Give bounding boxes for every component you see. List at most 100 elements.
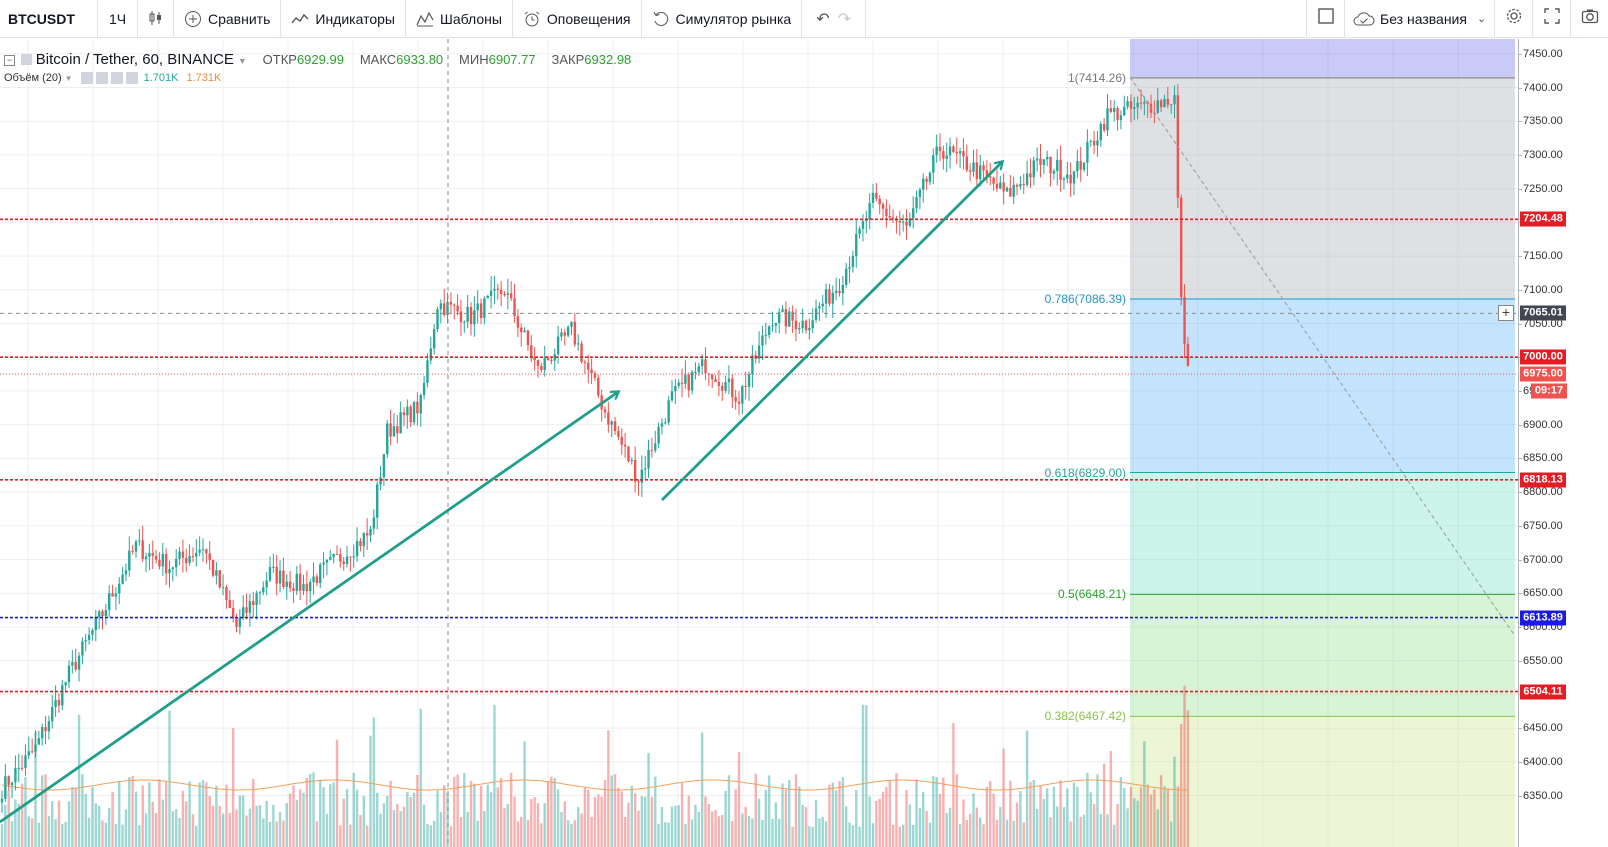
candle-body bbox=[77, 655, 81, 670]
volume-bar bbox=[483, 811, 486, 847]
candle-body bbox=[1173, 95, 1176, 105]
save-layout-button[interactable]: Без названия ⌄ bbox=[1344, 0, 1494, 38]
candle-body bbox=[215, 570, 218, 576]
volume-bar bbox=[868, 796, 871, 847]
collapse-legend-icon[interactable]: − bbox=[4, 55, 15, 66]
settings-button[interactable] bbox=[1494, 0, 1532, 38]
candle-body bbox=[288, 581, 292, 589]
chart-type-button[interactable] bbox=[138, 0, 174, 38]
volume-bar bbox=[362, 795, 365, 847]
volume-bar bbox=[627, 802, 630, 847]
volume-bar bbox=[17, 803, 20, 847]
undo-icon[interactable]: ↶ bbox=[816, 10, 830, 28]
candle-body bbox=[1056, 159, 1059, 171]
add-alert-plus-icon[interactable]: + bbox=[1498, 305, 1514, 322]
price-tick-label: 7400.00 bbox=[1519, 81, 1563, 94]
fib-zone bbox=[1130, 595, 1515, 716]
legend-chevron-icon[interactable]: ▼ bbox=[237, 56, 247, 66]
candle-body bbox=[526, 330, 530, 346]
volume-bar bbox=[201, 780, 205, 847]
volume-bar bbox=[131, 776, 134, 847]
volume-bar bbox=[376, 792, 379, 847]
volume-bar bbox=[422, 804, 426, 847]
hide-eye-icon[interactable] bbox=[80, 72, 93, 84]
volume-bar bbox=[148, 782, 151, 847]
volume-bar bbox=[644, 796, 647, 847]
interval-button[interactable]: 1Ч bbox=[98, 0, 138, 38]
templates-label: Шаблоны bbox=[439, 10, 502, 27]
volume-bar bbox=[550, 776, 553, 847]
price-axis-tag: 7065.01 bbox=[1520, 305, 1566, 321]
candle-body bbox=[144, 556, 148, 559]
candle-body bbox=[473, 310, 476, 325]
price-axis-tag: 6613.89 bbox=[1520, 610, 1566, 626]
candle-body bbox=[332, 553, 335, 558]
square-icon bbox=[1317, 7, 1335, 30]
volume-bar bbox=[637, 810, 640, 847]
volume-bar bbox=[406, 792, 409, 847]
candle-body bbox=[620, 436, 623, 445]
chart-pane[interactable] bbox=[0, 39, 1518, 847]
candle-body bbox=[242, 607, 245, 618]
volume-bar bbox=[851, 825, 855, 847]
volume-bar bbox=[221, 813, 225, 847]
candle-body bbox=[533, 357, 536, 361]
volume-bar bbox=[664, 822, 667, 847]
volume-label[interactable]: Объём (20) bbox=[4, 72, 62, 84]
series-title[interactable]: Bitcoin / Tether, 60, BINANCE bbox=[35, 51, 234, 68]
candle-body bbox=[520, 327, 523, 333]
candle-body bbox=[677, 382, 680, 386]
volume-bar bbox=[958, 824, 962, 847]
candle-body bbox=[885, 208, 888, 216]
market-simulator-button[interactable]: Симулятор рынка bbox=[642, 0, 803, 38]
fullscreen-button[interactable] bbox=[1532, 0, 1570, 38]
volume-bar bbox=[1126, 808, 1129, 847]
volume-bar bbox=[349, 824, 352, 847]
candle-body bbox=[208, 553, 211, 560]
candle-body bbox=[37, 738, 41, 745]
volume-bar bbox=[355, 789, 359, 847]
add-small-icon[interactable] bbox=[110, 72, 123, 84]
volume-bar bbox=[61, 823, 64, 847]
candle-body bbox=[767, 326, 771, 336]
volume-bar bbox=[225, 784, 228, 847]
candle-body bbox=[1066, 174, 1069, 179]
price-axis[interactable]: 7450.007400.007350.007300.007250.007200.… bbox=[1518, 39, 1608, 847]
volume-chevron-icon[interactable]: ▼ bbox=[64, 73, 73, 83]
settings-small-icon[interactable] bbox=[95, 72, 108, 84]
volume-bar bbox=[533, 797, 536, 847]
fib-zone bbox=[1130, 473, 1515, 595]
select-layout-button[interactable] bbox=[1306, 0, 1344, 38]
volume-bar bbox=[352, 773, 355, 847]
candle-body bbox=[429, 348, 432, 361]
compare-button[interactable]: Сравнить bbox=[174, 0, 282, 38]
candle-body bbox=[1123, 106, 1126, 116]
volume-bar bbox=[302, 792, 305, 847]
fib-level-label: 0.786(7086.39) bbox=[1044, 291, 1126, 306]
volume-bar bbox=[982, 824, 985, 847]
volume-bar bbox=[486, 784, 489, 847]
candle-body bbox=[1025, 173, 1029, 185]
symbol-search-button[interactable]: BTCUSDT bbox=[0, 0, 98, 38]
volume-bar bbox=[141, 785, 144, 847]
remove-small-icon[interactable] bbox=[125, 72, 138, 84]
snapshot-button[interactable] bbox=[1570, 0, 1608, 38]
volume-bar bbox=[87, 817, 91, 847]
indicators-button[interactable]: Индикаторы bbox=[281, 0, 406, 38]
redo-icon[interactable]: ↷ bbox=[837, 10, 852, 28]
candle-body bbox=[1119, 115, 1123, 120]
candle-body bbox=[1089, 140, 1092, 142]
volume-bar bbox=[1046, 788, 1049, 847]
volume-bar bbox=[1032, 779, 1035, 847]
alerts-label: Оповещения bbox=[546, 10, 631, 27]
candle-body bbox=[386, 423, 389, 455]
candle-body bbox=[647, 449, 650, 469]
volume-bar bbox=[955, 774, 958, 847]
alerts-button[interactable]: Оповещения bbox=[513, 0, 642, 38]
candle-body bbox=[814, 308, 818, 321]
candle-body bbox=[734, 397, 737, 402]
candle-body bbox=[657, 426, 660, 444]
volume-bar bbox=[607, 730, 610, 847]
templates-button[interactable]: Шаблоны bbox=[406, 0, 513, 38]
candle-body bbox=[861, 221, 865, 229]
